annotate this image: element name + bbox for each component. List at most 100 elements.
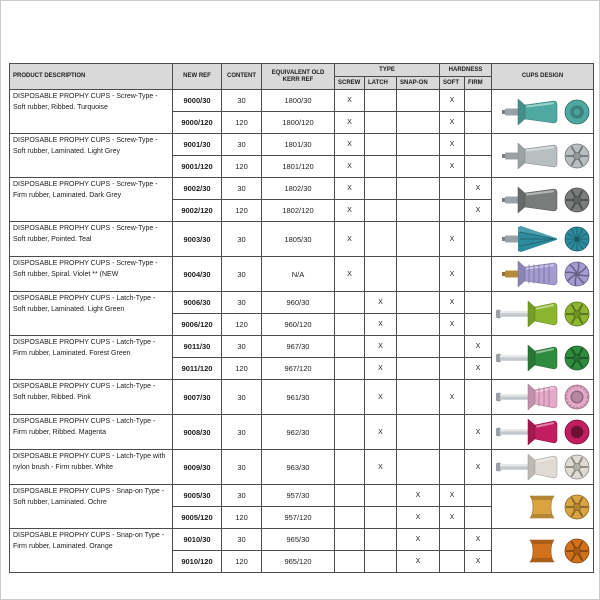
- soft-mark: X: [439, 155, 465, 178]
- old-ref-cell: 965/30: [261, 528, 335, 551]
- old-ref-cell: 1802/120: [261, 199, 335, 222]
- old-ref-cell: 1805/30: [261, 221, 335, 257]
- soft-mark: X: [439, 89, 465, 112]
- latch-mark: [364, 256, 397, 292]
- snap-on-mark: [396, 414, 440, 450]
- product-description: DISPOSABLE PROPHY CUPS - Latch-Type with…: [9, 449, 173, 485]
- snap-on-mark: [396, 111, 440, 134]
- screw-mark: X: [334, 111, 365, 134]
- latch-mark: [364, 89, 397, 112]
- screw-mark: [334, 528, 365, 551]
- latch-mark: X: [364, 357, 397, 380]
- soft-mark: X: [439, 379, 465, 415]
- cup-side-view-icon: [496, 297, 560, 331]
- soft-mark: [439, 550, 465, 573]
- firm-mark: [463, 155, 493, 178]
- firm-mark: [463, 379, 493, 415]
- table-row: 9001/120 120 1801/120 X X: [10, 155, 594, 178]
- soft-mark: X: [439, 256, 465, 292]
- content-cell: 30: [221, 335, 262, 358]
- screw-mark: X: [334, 199, 365, 222]
- header-hardness: HARDNESS: [438, 63, 493, 77]
- firm-mark: [463, 133, 493, 156]
- soft-mark: [439, 199, 465, 222]
- snap-on-mark: X: [396, 528, 440, 551]
- content-cell: 120: [221, 155, 262, 178]
- content-cell: 30: [221, 449, 262, 485]
- snap-on-mark: [396, 199, 440, 222]
- table-row: 9010/120 120 965/120 X X: [10, 550, 594, 573]
- cup-top-view-icon: [564, 538, 590, 564]
- screw-mark: [334, 506, 365, 529]
- latch-mark: [364, 506, 397, 529]
- header-cups-design: CUPS DESIGN: [491, 63, 595, 90]
- new-ref-cell: 9000/120: [172, 111, 222, 134]
- new-ref-cell: 9005/120: [172, 506, 222, 529]
- new-ref-cell: 9005/30: [172, 484, 222, 507]
- old-ref-cell: 960/30: [261, 291, 335, 314]
- screw-mark: [334, 291, 365, 314]
- snap-on-mark: [396, 357, 440, 380]
- latch-mark: X: [364, 449, 397, 485]
- product-description: DISPOSABLE PROPHY CUPS - Screw-Type - So…: [9, 221, 173, 257]
- cups-design-cell: [491, 221, 595, 257]
- snap-on-mark: [396, 291, 440, 314]
- soft-mark: [439, 335, 465, 358]
- screw-mark: [334, 357, 365, 380]
- snap-on-mark: [396, 335, 440, 358]
- table-row: DISPOSABLE PROPHY CUPS - Latch-Type - So…: [9, 379, 595, 415]
- latch-mark: [364, 550, 397, 573]
- new-ref-cell: 9000/30: [172, 89, 222, 112]
- latch-mark: [364, 111, 397, 134]
- product-description: DISPOSABLE PROPHY CUPS - Latch-Type - Fi…: [9, 414, 173, 450]
- cup-top-view-icon: [564, 226, 590, 252]
- snap-on-mark: [396, 449, 440, 485]
- cups-design-cell: [491, 335, 595, 380]
- firm-mark: X: [463, 528, 493, 551]
- cups-design-cell: [491, 133, 595, 178]
- content-cell: 120: [221, 357, 262, 380]
- snap-on-mark: X: [396, 506, 440, 529]
- soft-mark: X: [439, 291, 465, 314]
- new-ref-cell: 9010/30: [172, 528, 222, 551]
- product-description: DISPOSABLE PROPHY CUPS - Latch-Type - So…: [9, 379, 173, 415]
- snap-on-mark: [396, 256, 440, 292]
- snap-on-mark: X: [396, 484, 440, 507]
- firm-mark: [463, 111, 493, 134]
- new-ref-cell: 9009/30: [172, 449, 222, 485]
- new-ref-cell: 9001/30: [172, 133, 222, 156]
- soft-mark: X: [439, 313, 465, 336]
- old-ref-cell: 1800/30: [261, 89, 335, 112]
- cups-design-cell: [491, 291, 595, 336]
- old-ref-cell: 1801/120: [261, 155, 335, 178]
- snap-on-mark: [396, 155, 440, 178]
- latch-mark: [364, 484, 397, 507]
- old-ref-cell: 957/30: [261, 484, 335, 507]
- content-cell: 120: [221, 199, 262, 222]
- cup-top-view-icon: [564, 261, 590, 287]
- firm-mark: [463, 506, 493, 529]
- old-ref-cell: 967/30: [261, 335, 335, 358]
- screw-mark: [334, 335, 365, 358]
- content-cell: 30: [221, 221, 262, 257]
- old-ref-cell: 1802/30: [261, 177, 335, 200]
- new-ref-cell: 9007/30: [172, 379, 222, 415]
- latch-mark: X: [364, 414, 397, 450]
- content-cell: 30: [221, 414, 262, 450]
- latch-mark: [364, 199, 397, 222]
- soft-mark: X: [439, 484, 465, 507]
- new-ref-cell: 9011/120: [172, 357, 222, 380]
- firm-mark: [463, 291, 493, 314]
- new-ref-cell: 9006/30: [172, 291, 222, 314]
- cups-design-cell: [491, 177, 595, 222]
- firm-mark: X: [463, 357, 493, 380]
- product-description: DISPOSABLE PROPHY CUPS - Latch-Type - So…: [9, 291, 173, 336]
- old-ref-cell: 962/30: [261, 414, 335, 450]
- soft-mark: [439, 449, 465, 485]
- cup-side-view-icon: [496, 95, 560, 129]
- latch-mark: [364, 133, 397, 156]
- snap-on-mark: [396, 379, 440, 415]
- header-screw: SCREW: [334, 76, 365, 90]
- old-ref-cell: 967/120: [261, 357, 335, 380]
